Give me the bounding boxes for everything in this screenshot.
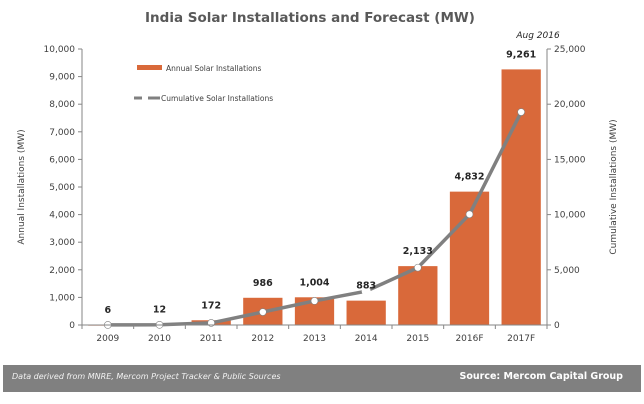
- bar-data-label: 172: [201, 300, 221, 311]
- bar: [501, 69, 541, 326]
- legend-swatch-annual: [137, 65, 162, 70]
- bar-data-label: 12: [153, 305, 166, 316]
- y-tick-label: 4,000: [49, 211, 75, 221]
- y-tick-label: 5,000: [49, 183, 75, 193]
- x-tick-label: 2017F: [507, 334, 535, 344]
- y-tick-label: 2,000: [49, 266, 75, 276]
- y-tick-label: 10,000: [44, 45, 76, 55]
- x-tick-label: 2011: [200, 334, 223, 344]
- x-axis: 2009 2010 2011 2012 2013 2014 2015 2016F 2017F: [81, 324, 548, 344]
- y2-tick-label: 25,000: [554, 45, 586, 55]
- bar-data-labels: 6 12 172 986 1,004 883 2,133 4,832 9,261: [105, 49, 537, 315]
- line-point: [517, 108, 525, 116]
- line-point: [259, 308, 267, 316]
- bar: [346, 300, 386, 325]
- line-point-gap: [361, 286, 371, 296]
- y-tick-label: 0: [69, 321, 75, 331]
- y-tick-label: 9,000: [49, 73, 75, 83]
- bar-data-label: 4,832: [454, 172, 484, 183]
- legend-label-annual: Annual Solar Installations: [166, 64, 261, 73]
- y-tick-label: 7,000: [49, 128, 75, 138]
- y-tick-label: 3,000: [49, 238, 75, 248]
- bar-data-label: 6: [105, 305, 112, 316]
- y2-tick-label: 5,000: [554, 266, 580, 276]
- bar-data-label: 986: [253, 278, 273, 289]
- legend: Annual Solar Installations Cumulative So…: [134, 64, 273, 103]
- footer-data-note: Data derived from MNRE, Mercom Project T…: [12, 372, 281, 381]
- x-tick-label: 2009: [96, 334, 119, 344]
- line-point: [465, 210, 474, 219]
- bar-series: [88, 69, 541, 326]
- y2-tick-label: 10,000: [554, 211, 586, 221]
- bar-data-label: 1,004: [299, 277, 329, 288]
- x-tick-label: 2010: [148, 334, 171, 344]
- x-tick-label: 2013: [303, 334, 326, 344]
- line-point: [414, 263, 422, 272]
- footer-source: Source: Mercom Capital Group: [459, 371, 623, 382]
- x-tick-label: 2015: [406, 334, 429, 344]
- y2-axis: 0 5,000 10,000 15,000 20,000 25,000: [546, 45, 586, 331]
- chart-subtitle: Aug 2016: [515, 31, 560, 41]
- y2-tick-label: 15,000: [554, 155, 586, 165]
- y-tick-label: 6,000: [49, 155, 75, 165]
- x-tick-label: 2012: [251, 334, 274, 344]
- y-axis-title: Annual Installations (MW): [17, 129, 27, 244]
- y2-axis-title: Cumulative Installations (MW): [609, 119, 619, 254]
- bar-data-label: 883: [356, 281, 376, 292]
- line-series: [104, 108, 525, 329]
- bar: [398, 266, 438, 325]
- y-tick-label: 1,000: [49, 293, 75, 303]
- x-tick-label: 2014: [355, 334, 378, 344]
- y2-tick-label: 20,000: [554, 100, 586, 110]
- x-tick-label: 2016F: [455, 334, 483, 344]
- legend-label-cumulative: Cumulative Solar Installations: [161, 94, 273, 103]
- bar-data-label: 2,133: [403, 246, 433, 257]
- line-point: [310, 297, 319, 305]
- chart-title: India Solar Installations and Forecast (…: [145, 10, 475, 26]
- y-tick-label: 8,000: [49, 100, 75, 110]
- y-axis: 0 1,000 2,000 3,000 4,000 5,000 6,000 7,000 8,00…: [44, 45, 83, 331]
- bar-data-label: 9,261: [506, 49, 536, 60]
- footer-bar: Data derived from MNRE, Mercom Project T…: [3, 365, 641, 392]
- y2-tick-label: 0: [554, 321, 560, 331]
